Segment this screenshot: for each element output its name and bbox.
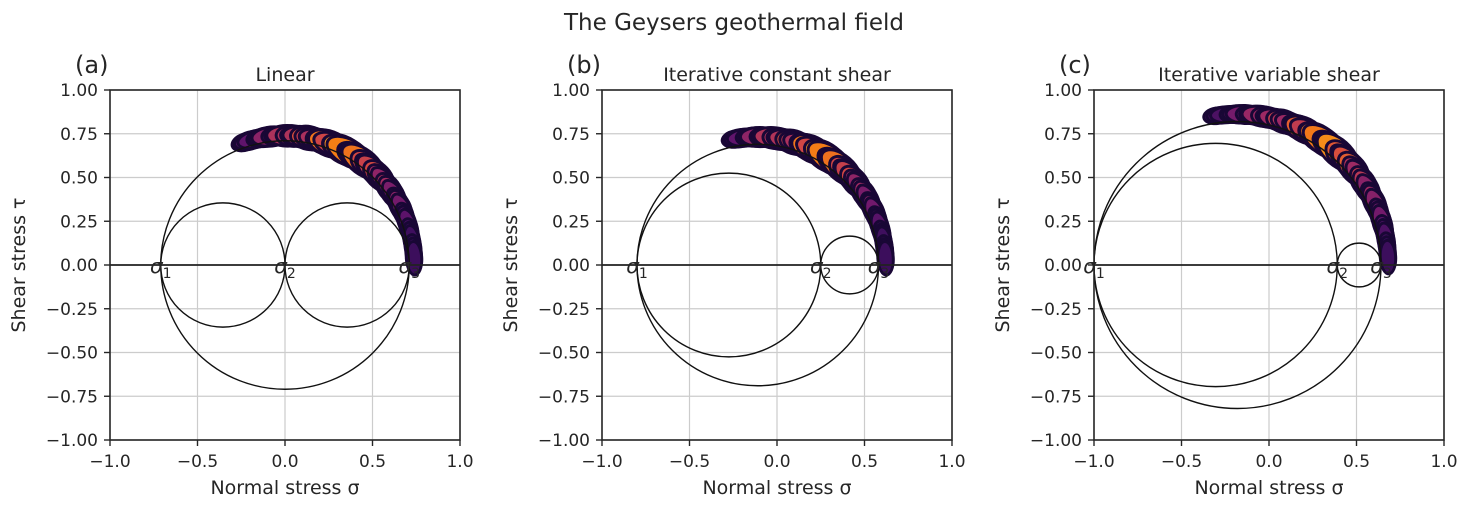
y-tick-label: −1.00: [1030, 431, 1082, 451]
y-tick-label: 0.50: [60, 169, 98, 189]
principal-stress-subscript: 2: [823, 266, 832, 282]
y-tick-label: 1.00: [60, 81, 98, 101]
x-tick-label: 1.0: [446, 452, 473, 472]
y-tick-label: −0.25: [46, 300, 98, 320]
y-tick-label: −1.00: [46, 431, 98, 451]
x-axis-label: Normal stress σ: [1194, 477, 1343, 499]
x-tick-label: 0.0: [763, 452, 790, 472]
principal-stress-symbol: σ: [810, 254, 824, 278]
principal-stress-label: σ2: [810, 254, 832, 282]
principal-stress-subscript: 1: [163, 266, 172, 282]
y-tick-label: −0.25: [538, 300, 590, 320]
panel-label: (b): [567, 51, 601, 79]
y-axis-label: Shear stress τ: [8, 198, 30, 333]
principal-stress-subscript: 3: [1383, 266, 1392, 282]
x-tick-label: 1.0: [1430, 452, 1457, 472]
y-tick-label: 0.50: [552, 169, 590, 189]
principal-stress-subscript: 3: [880, 266, 889, 282]
y-tick-label: 0.25: [1044, 212, 1082, 232]
mohr-circles: [1094, 120, 1382, 410]
principal-stress-subscript: 1: [639, 266, 648, 282]
x-tick-label: −1.0: [89, 452, 130, 472]
y-tick-label: −0.75: [1030, 387, 1082, 407]
y-tick-label: −0.75: [538, 387, 590, 407]
principal-stress-label: σ1: [626, 254, 648, 282]
x-axis-label: Normal stress σ: [210, 477, 359, 499]
y-tick-label: −1.00: [538, 431, 590, 451]
x-tick-label: 1.0: [938, 452, 965, 472]
mohr-circles: [160, 140, 410, 390]
y-tick-label: −0.75: [46, 387, 98, 407]
figure-suptitle: The Geysers geothermal field: [563, 10, 904, 36]
x-tick-label: −1.0: [1073, 452, 1114, 472]
principal-stress-symbol: σ: [274, 254, 288, 278]
principal-stress-subscript: 2: [287, 266, 296, 282]
principal-stress-label: σ3: [1370, 254, 1392, 282]
y-tick-label: 0.25: [552, 212, 590, 232]
x-tick-label: 0.0: [271, 452, 298, 472]
mohr-circle: [284, 202, 410, 328]
principal-stress-symbol: σ: [1370, 254, 1384, 278]
y-tick-label: −0.25: [1030, 300, 1082, 320]
y-tick-label: 1.00: [552, 81, 590, 101]
x-tick-label: −1.0: [581, 452, 622, 472]
y-tick-label: −0.50: [538, 344, 590, 364]
mohr-circles: [636, 143, 880, 387]
x-tick-label: 0.5: [1343, 452, 1370, 472]
y-tick-label: −0.50: [1030, 344, 1082, 364]
mohr-circle: [1336, 242, 1382, 288]
chart-panel-b: σ1 σ2 σ3−1.0 −0.5 0.0 0.5 1.01.000.750.500.250…: [500, 51, 966, 499]
y-tick-label: 0.50: [1044, 169, 1082, 189]
principal-stress-symbol: σ: [868, 254, 882, 278]
density-band: [1202, 103, 1398, 276]
y-tick-label: 0.00: [60, 256, 98, 276]
principal-stress-label: σ3: [398, 254, 420, 282]
x-axis-label: Normal stress σ: [702, 477, 851, 499]
y-tick-label: 0.00: [552, 256, 590, 276]
y-tick-label: 1.00: [1044, 81, 1082, 101]
y-axis-label: Shear stress τ: [992, 198, 1014, 333]
y-tick-label: −0.50: [46, 344, 98, 364]
principal-stress-symbol: σ: [398, 254, 412, 278]
chart-panel-c: σ1 σ2 σ3−1.0 −0.5 0.0 0.5 1.01.000.750.500.250…: [992, 51, 1458, 499]
chart-panel-a: σ1 σ2 σ3−1.0 −0.5 0.0 0.5 1.01.000.750.500.250…: [8, 51, 474, 499]
principal-stress-label: σ3: [868, 254, 890, 282]
y-tick-label: 0.00: [1044, 256, 1082, 276]
principal-stress-subscript: 1: [1096, 266, 1105, 282]
density-band: [230, 123, 424, 277]
x-tick-label: 0.0: [1255, 452, 1282, 472]
y-axis-label: Shear stress τ: [500, 198, 522, 333]
x-tick-label: 0.5: [359, 452, 386, 472]
panel-title: Iterative variable shear: [1158, 64, 1380, 86]
density-blob: [879, 243, 892, 274]
panel-title: Linear: [255, 64, 314, 86]
panel-label: (a): [75, 51, 108, 79]
x-tick-label: 0.5: [851, 452, 878, 472]
panel-title: Iterative constant shear: [663, 64, 891, 86]
y-tick-label: 0.75: [552, 125, 590, 145]
y-tick-label: 0.25: [60, 212, 98, 232]
principal-stress-symbol: σ: [626, 254, 640, 278]
x-tick-label: −0.5: [177, 452, 218, 472]
panel-label: (c): [1059, 51, 1091, 79]
x-tick-label: −0.5: [1161, 452, 1202, 472]
principal-stress-label: σ2: [274, 254, 296, 282]
panels: σ1 σ2 σ3−1.0 −0.5 0.0 0.5 1.01.000.750.500.250…: [8, 51, 1458, 499]
principal-stress-label: σ2: [1326, 254, 1348, 282]
y-tick-label: 0.75: [60, 125, 98, 145]
principal-stress-subscript: 2: [1339, 266, 1348, 282]
principal-stress-symbol: σ: [1326, 254, 1340, 278]
principal-stress-label: σ1: [150, 254, 172, 282]
principal-stress-subscript: 3: [411, 266, 420, 282]
principal-stress-symbol: σ: [150, 254, 164, 278]
y-tick-label: 0.75: [1044, 125, 1082, 145]
mohr-circle: [820, 235, 880, 295]
x-tick-label: −0.5: [669, 452, 710, 472]
